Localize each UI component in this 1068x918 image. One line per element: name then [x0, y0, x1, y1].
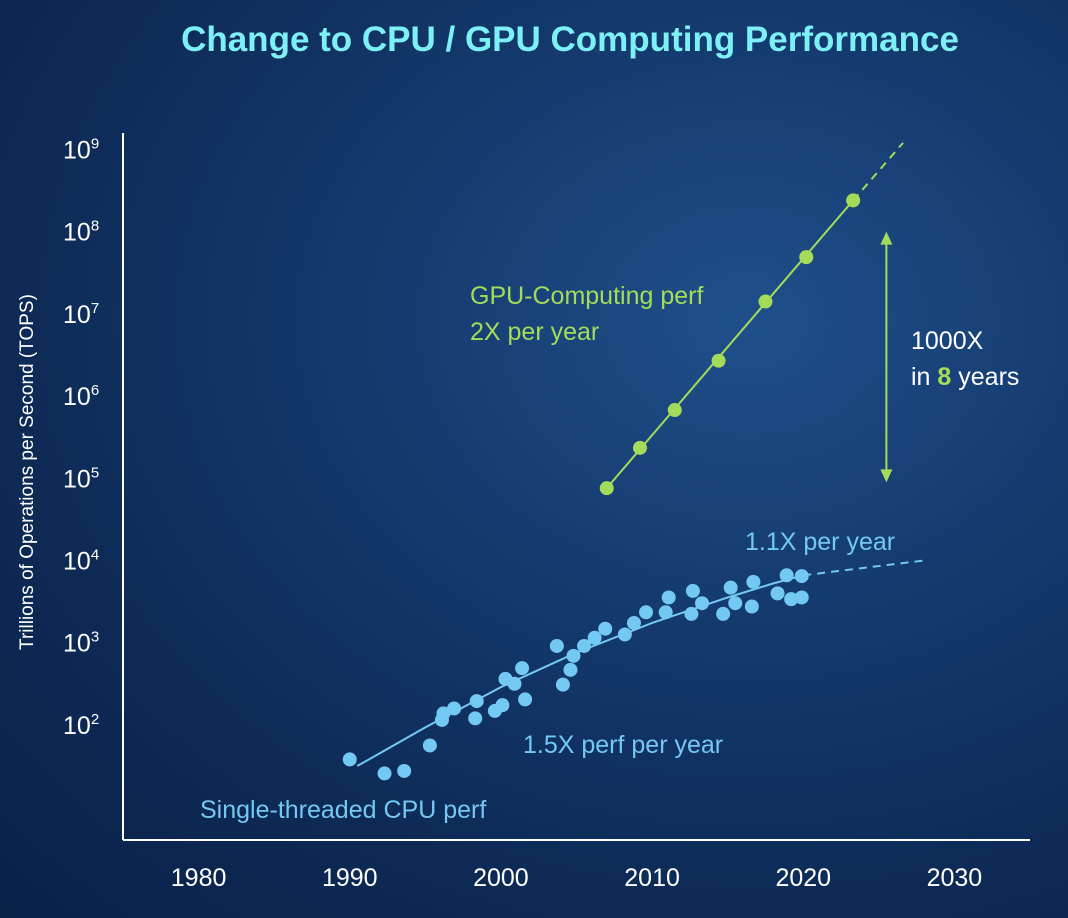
x-tick-labels: 1980 1990 2000 2010 2020 2030: [171, 864, 982, 892]
y-tick-label: 108: [63, 218, 99, 247]
y-tick-exponent: 7: [91, 300, 99, 317]
cpu-data-point: [342, 752, 357, 767]
cpu-data-point: [626, 615, 641, 630]
gap-arrow: [880, 231, 893, 483]
cpu-data-point: [515, 661, 530, 676]
gpu-trend-line: [605, 199, 854, 489]
cpu-data-point: [746, 574, 761, 589]
cpu-data-point: [563, 662, 578, 677]
y-tick-exponent: 2: [91, 711, 99, 728]
gpu-data-point: [667, 403, 682, 418]
cpu-data-point: [694, 596, 709, 611]
cpu-recent-rate-label: 1.1X per year: [745, 528, 895, 556]
cpu-data-point: [549, 638, 564, 653]
cpu-data-point: [507, 676, 522, 691]
cpu-data-point: [397, 763, 412, 778]
y-tick-base: 10: [63, 219, 91, 247]
cpu-data-point: [518, 692, 533, 707]
cpu-data-point: [468, 711, 483, 726]
gpu-data-point: [599, 481, 614, 496]
y-tick-label: 109: [63, 135, 99, 164]
y-tick-exponent: 8: [91, 218, 99, 235]
cpu-data-point: [447, 701, 462, 716]
cpu-data-point: [794, 569, 809, 584]
gap-suffix: years: [951, 363, 1019, 391]
cpu-data-point: [617, 627, 632, 642]
cpu-data-point: [794, 590, 809, 605]
y-tick-label: 103: [63, 629, 99, 658]
cpu-data-point: [377, 766, 392, 781]
y-tick-exponent: 5: [91, 464, 99, 481]
x-tick-label: 2000: [473, 864, 529, 892]
axes: [122, 133, 1030, 841]
x-tick-label: 2010: [624, 864, 680, 892]
cpu-projection-line: [803, 559, 925, 577]
y-axis-label: Trillions of Operations per Second (TOPS…: [17, 294, 38, 650]
y-tick-base: 10: [63, 301, 91, 329]
gap-prefix: in: [911, 363, 937, 391]
cpu-data-point: [436, 706, 451, 721]
y-tick-label: 106: [63, 382, 99, 411]
cpu-data-point: [744, 599, 759, 614]
cpu-data-point: [577, 638, 592, 653]
y-tick-base: 10: [63, 136, 91, 164]
gap-number: 8: [937, 363, 951, 391]
cpu-data-point: [495, 698, 510, 713]
cpu-data-point: [587, 630, 602, 645]
cpu-data-point: [661, 590, 676, 605]
y-tick-base: 10: [63, 712, 91, 740]
gpu-data-point: [758, 294, 773, 309]
gpu-series-name-label: GPU-Computing perf: [470, 282, 703, 310]
cpu-data-point: [716, 606, 731, 621]
gpu-rate-label: 2X per year: [470, 318, 599, 346]
y-tick-base: 10: [63, 547, 91, 575]
cpu-data-point: [555, 677, 570, 692]
gpu-series: [599, 142, 904, 496]
cpu-data-point: [784, 592, 799, 607]
y-tick-base: 10: [63, 630, 91, 658]
x-tick-label: 1980: [171, 864, 227, 892]
x-tick-label: 1990: [322, 864, 378, 892]
cpu-series: [342, 559, 925, 781]
cpu-data-point: [723, 580, 738, 595]
gpu-data-point: [846, 193, 861, 208]
gap-arrow-head-up: [880, 231, 893, 245]
cpu-data-point: [684, 606, 699, 621]
cpu-rate-label: 1.5X perf per year: [523, 731, 723, 759]
gap-label-line1: 1000X: [911, 327, 984, 355]
cpu-data-point: [779, 568, 794, 583]
gpu-projection-line: [852, 142, 904, 202]
y-tick-exponent: 9: [91, 135, 99, 152]
gap-arrow-head-down: [880, 469, 893, 483]
cpu-data-point: [639, 605, 654, 620]
y-tick-exponent: 3: [91, 629, 99, 646]
y-tick-base: 10: [63, 383, 91, 411]
cpu-data-point: [422, 738, 437, 753]
y-tick-exponent: 4: [91, 546, 99, 563]
gap-label-line2: in 8 years: [911, 363, 1019, 391]
y-tick-label: 105: [63, 464, 99, 493]
y-tick-label: 102: [63, 711, 99, 740]
y-tick-exponent: 6: [91, 382, 99, 399]
cpu-data-point: [685, 583, 700, 598]
cpu-data-point: [598, 621, 613, 636]
gpu-data-point: [632, 440, 647, 455]
y-tick-label: 104: [63, 546, 99, 575]
y-tick-base: 10: [63, 465, 91, 493]
cpu-series-name-label: Single-threaded CPU perf: [200, 796, 486, 824]
gpu-data-point: [799, 250, 814, 265]
cpu-data-point: [566, 648, 581, 663]
y-tick-label: 107: [63, 300, 99, 329]
cpu-data-point: [728, 596, 743, 611]
cpu-data-point: [658, 605, 673, 620]
cpu-data-point: [469, 694, 484, 709]
x-tick-label: 2030: [927, 864, 983, 892]
x-tick-label: 2020: [775, 864, 831, 892]
cpu-data-point: [770, 586, 785, 601]
chart-title: Change to CPU / GPU Computing Performanc…: [181, 20, 959, 59]
gpu-data-point: [711, 353, 726, 368]
